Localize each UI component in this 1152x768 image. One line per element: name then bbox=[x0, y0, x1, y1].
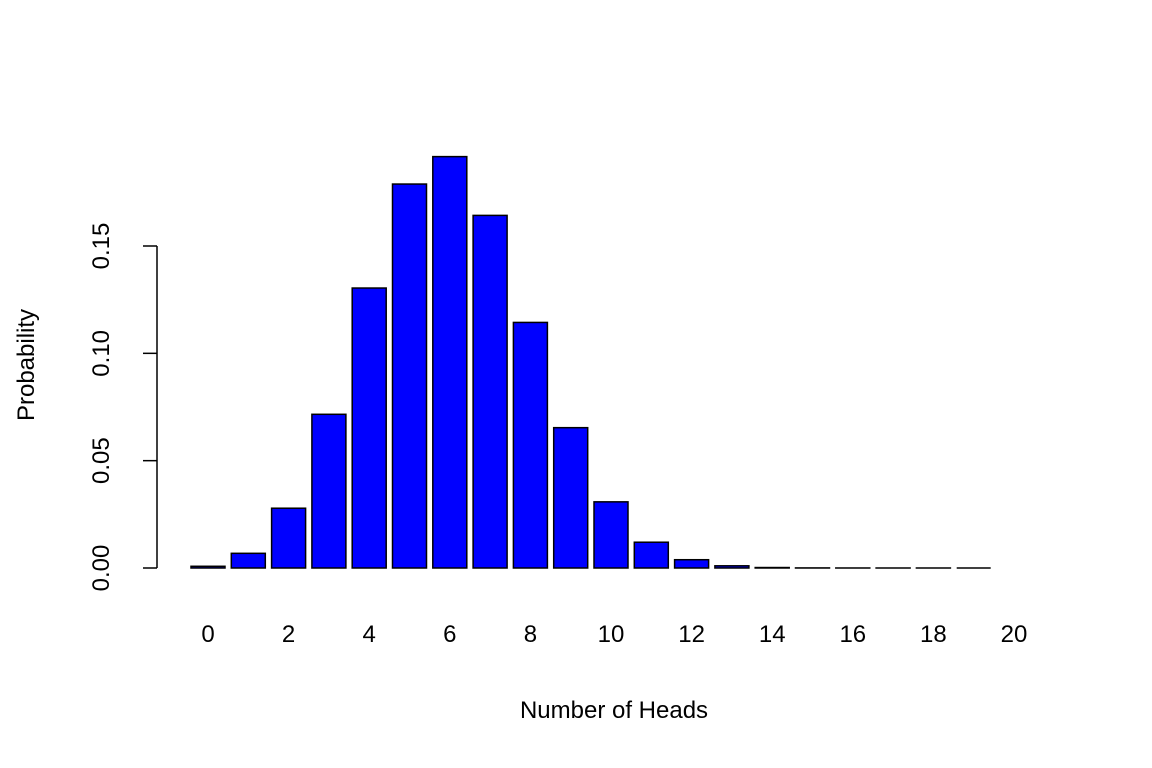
y-tick-label-0.10: 0.10 bbox=[88, 330, 115, 377]
x-tick-label-14: 14 bbox=[759, 621, 786, 648]
y-axis-title: Probability bbox=[13, 309, 40, 421]
x-tick-label-18: 18 bbox=[920, 621, 947, 648]
bar-0 bbox=[190, 565, 226, 569]
x-axis-tick-labels: 0 2 4 6 8 10 12 14 16 18 20 bbox=[201, 621, 1027, 648]
x-tick-label-4: 4 bbox=[363, 621, 376, 648]
y-tick-label-0.00: 0.00 bbox=[88, 545, 115, 592]
y-axis: 0.00 0.05 0.10 0.15 bbox=[88, 223, 158, 592]
x-tick-label-10: 10 bbox=[598, 621, 625, 648]
bar-8 bbox=[512, 321, 549, 569]
x-tick-label-8: 8 bbox=[524, 621, 537, 648]
bar-1 bbox=[230, 552, 267, 569]
bar-2 bbox=[270, 507, 307, 569]
x-tick-label-6: 6 bbox=[443, 621, 456, 648]
x-tick-label-0: 0 bbox=[201, 621, 214, 648]
y-tick-label-0.05: 0.05 bbox=[88, 437, 115, 484]
bar-9 bbox=[552, 426, 589, 569]
bar-5 bbox=[391, 183, 428, 569]
bar-6 bbox=[432, 155, 468, 569]
bar-4 bbox=[351, 287, 387, 569]
bars-group bbox=[190, 155, 992, 569]
bar-7 bbox=[472, 214, 508, 569]
x-tick-label-12: 12 bbox=[678, 621, 705, 648]
bar-13 bbox=[714, 565, 750, 569]
bar-10 bbox=[593, 501, 629, 569]
bar-3 bbox=[311, 413, 347, 569]
y-tick-label-0.15: 0.15 bbox=[88, 223, 115, 270]
x-tick-label-20: 20 bbox=[1001, 621, 1028, 648]
bar-11 bbox=[633, 541, 670, 569]
x-axis-title: Number of Heads bbox=[520, 697, 708, 724]
x-tick-label-2: 2 bbox=[282, 621, 295, 648]
bar-12 bbox=[673, 558, 710, 569]
x-tick-label-16: 16 bbox=[839, 621, 866, 648]
